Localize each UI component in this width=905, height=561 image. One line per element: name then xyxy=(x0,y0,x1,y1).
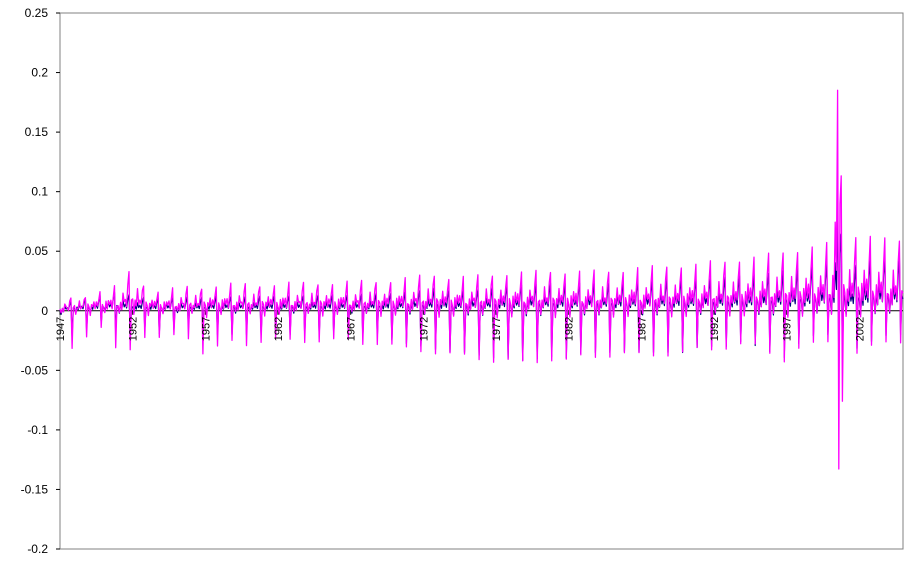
x-tick-label: 2002 xyxy=(854,317,866,341)
y-tick-label: -0.05 xyxy=(21,363,49,377)
x-tick-label: 1957 xyxy=(200,317,212,341)
series-layer xyxy=(59,89,904,470)
y-tick-label: -0.2 xyxy=(27,542,48,556)
series-line-magenta xyxy=(59,89,904,470)
x-tick-label: 1962 xyxy=(273,317,285,341)
y-tick-label: 0.15 xyxy=(25,125,49,139)
x-tick-label: 1982 xyxy=(564,317,576,341)
y-tick-label: 0.05 xyxy=(25,244,49,258)
y-tick-label: -0.15 xyxy=(21,482,49,496)
x-tick-label: 1967 xyxy=(346,317,358,341)
y-tick-label: 0.25 xyxy=(25,6,49,20)
y-tick-label: 0.1 xyxy=(31,185,48,199)
plot-area xyxy=(59,12,904,550)
y-tick-label: -0.1 xyxy=(27,423,48,437)
x-tick-label: 1947 xyxy=(55,317,67,341)
x-tick-label: 1992 xyxy=(709,317,721,341)
x-tick-label: 1987 xyxy=(636,317,648,341)
x-tick-label: 1977 xyxy=(491,317,503,341)
x-axis xyxy=(59,310,903,315)
x-tick-labels: 1947 1952 1957 1962 1967 1972 1977 1982 1987 1992… xyxy=(55,317,866,341)
y-tick-label: 0 xyxy=(41,304,48,318)
plot-frame xyxy=(59,12,904,550)
x-tick-label: 1972 xyxy=(418,317,430,341)
y-tick-label: 0.2 xyxy=(31,66,48,80)
x-tick-label: 1997 xyxy=(782,317,794,341)
y-axis: 0.25 0.2 0.15 0.1 0.05 0 -0.05 -0.1 -0.15 -0.2 xyxy=(21,6,60,556)
x-tick-label: 1952 xyxy=(128,317,140,341)
